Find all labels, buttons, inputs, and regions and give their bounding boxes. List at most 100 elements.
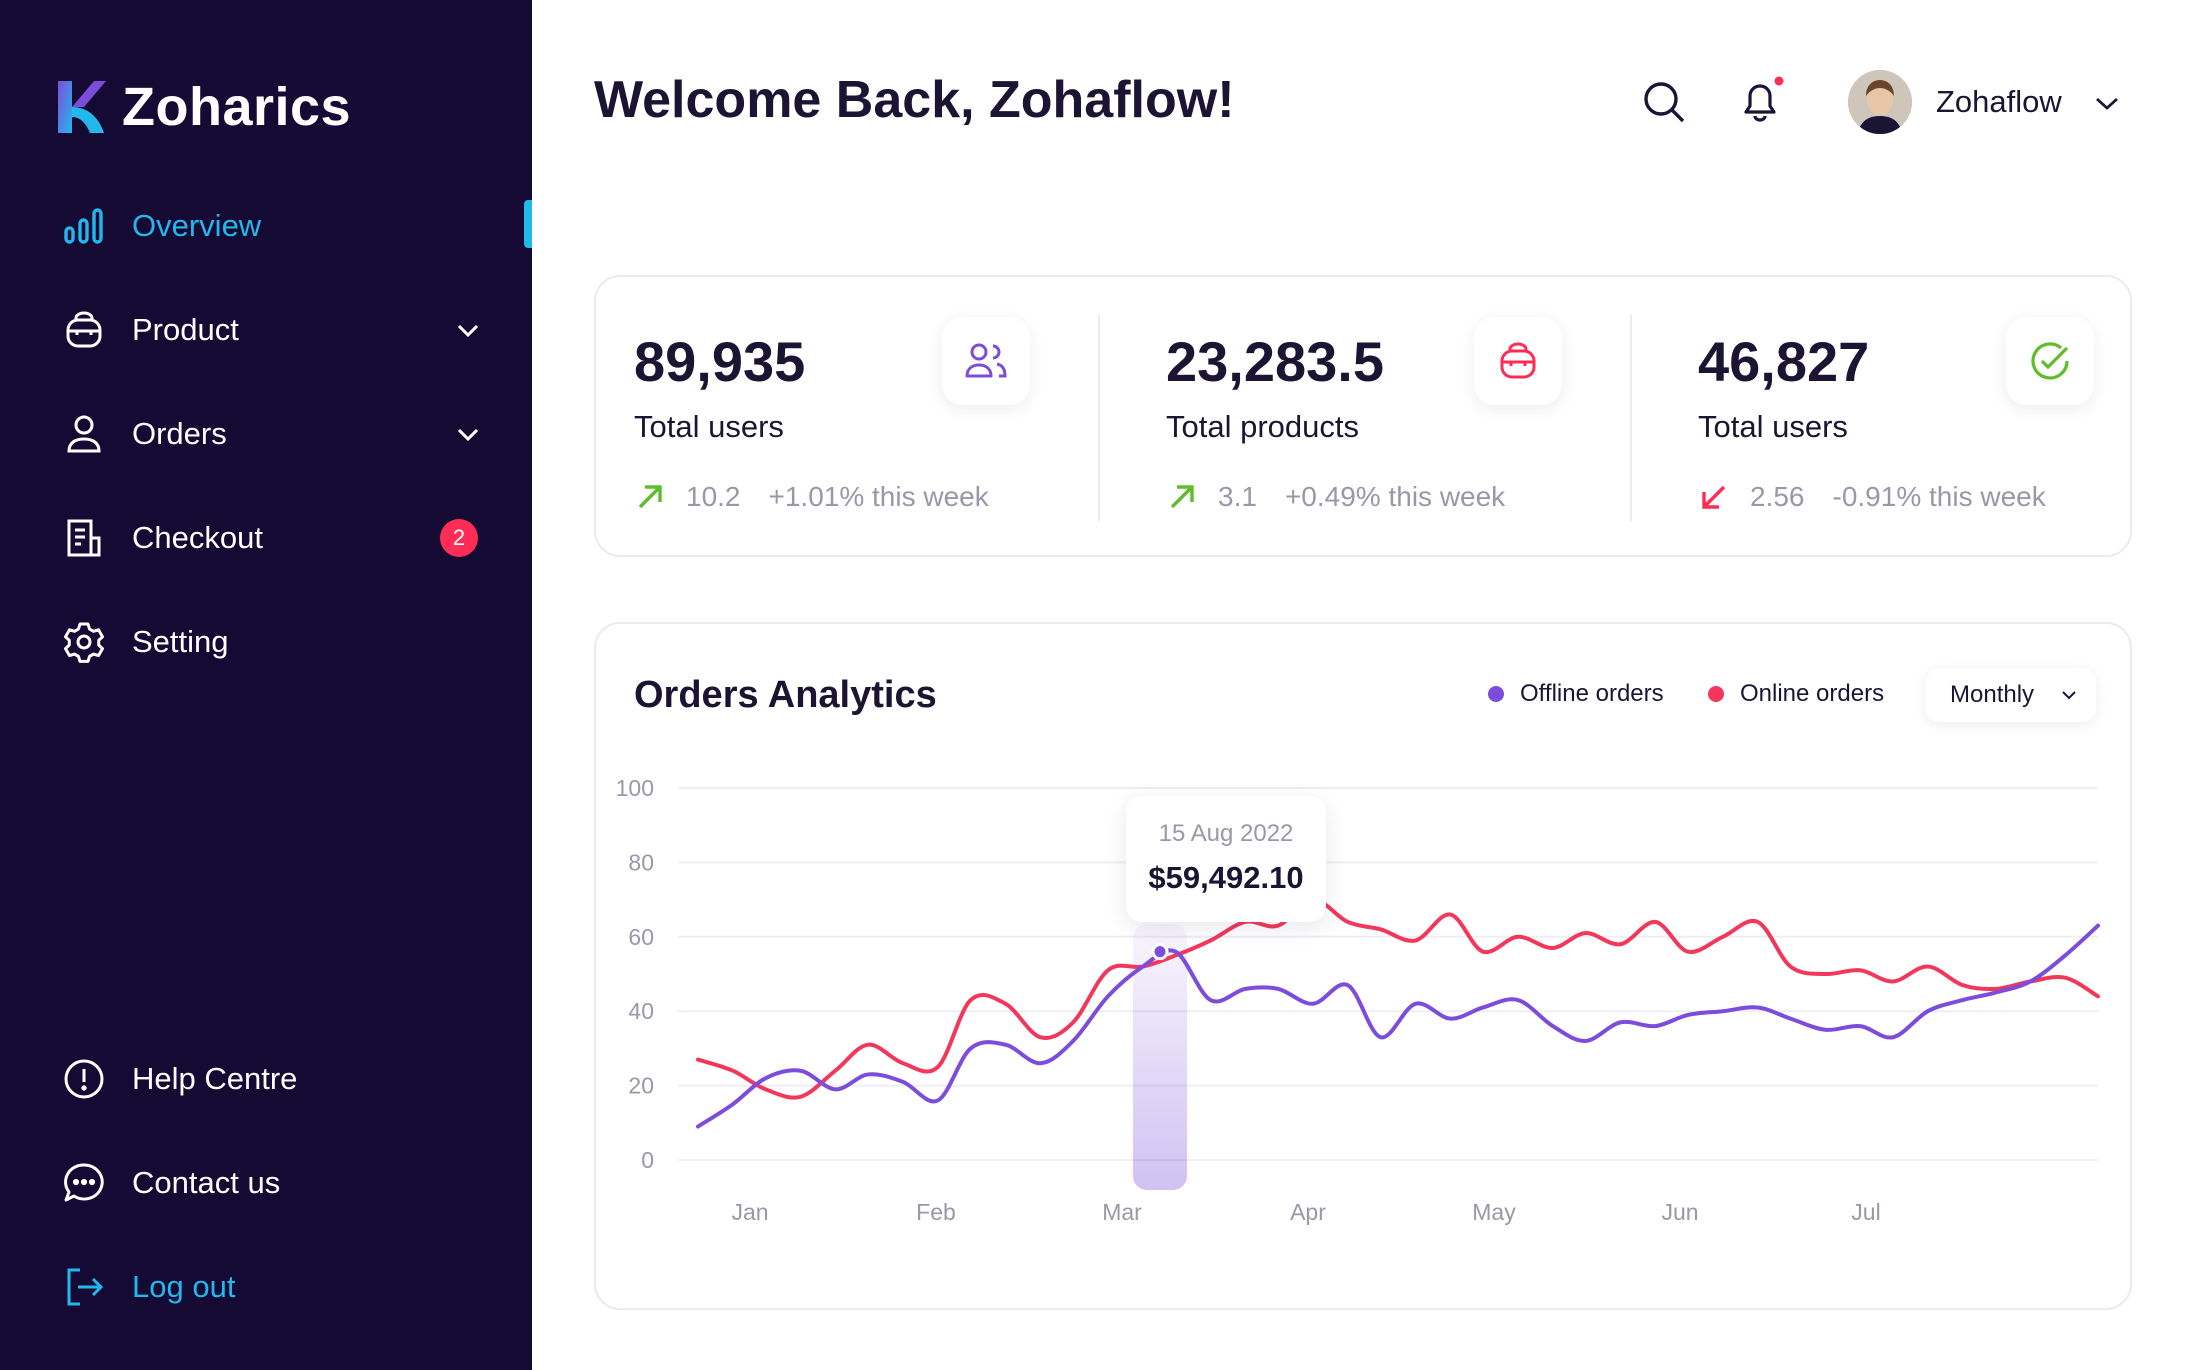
trend-value: 10.2 bbox=[686, 481, 741, 512]
legend-dot bbox=[1488, 686, 1504, 702]
stat-trend: 3.1 +0.49% this week bbox=[1166, 477, 1505, 517]
chart-title: Orders Analytics bbox=[634, 674, 937, 716]
orders-line-chart: 0 20 40 60 80 100 Jan Feb Mar Apr May Jun Jul bbox=[616, 775, 2100, 1225]
legend-offline-orders[interactable]: Offline orders bbox=[1488, 680, 1664, 708]
check-circle-icon bbox=[2031, 342, 2069, 380]
orders-analytics-card: Orders Analytics Offline orders Online o… bbox=[594, 622, 2132, 1310]
stat-trend: 10.2 +1.01% this week bbox=[634, 477, 989, 517]
stat-value: 46,827 bbox=[1698, 330, 1870, 393]
stat-value: 23,283.5 bbox=[1166, 330, 1384, 393]
y-tick-label: 0 bbox=[641, 1147, 654, 1173]
chart-tooltip: 15 Aug 2022 $59,492.10 bbox=[1126, 796, 1326, 922]
y-tick-label: 40 bbox=[628, 998, 654, 1024]
x-tick-label: Mar bbox=[1102, 1199, 1142, 1225]
trend-percent: +0.49% this week bbox=[1284, 481, 1506, 512]
x-tick-label: Feb bbox=[916, 1199, 956, 1225]
arrow-up-right-icon bbox=[638, 485, 662, 509]
stat-label: Total users bbox=[634, 409, 784, 444]
sidebar-item-checkout[interactable]: Checkout 2 bbox=[62, 508, 482, 568]
tooltip-value: $59,492.10 bbox=[1148, 860, 1304, 895]
sidebar-item-label: Setting bbox=[132, 624, 229, 659]
online-orders-line bbox=[696, 897, 2100, 1100]
offline-orders-line bbox=[696, 923, 2100, 1129]
x-tick-label: Apr bbox=[1290, 1199, 1326, 1225]
receipt-icon bbox=[62, 516, 106, 560]
sidebar-item-label: Checkout bbox=[132, 520, 263, 555]
avatar[interactable] bbox=[1848, 70, 1912, 134]
legend-label: Offline orders bbox=[1520, 680, 1664, 707]
bag-icon bbox=[1500, 342, 1536, 379]
sidebar-item-label: Log out bbox=[132, 1269, 236, 1304]
y-tick-label: 60 bbox=[628, 924, 654, 950]
users-icon bbox=[965, 343, 1007, 378]
sidebar-item-label: Contact us bbox=[132, 1165, 281, 1200]
x-tick-label: May bbox=[1472, 1199, 1516, 1225]
x-tick-label: Jun bbox=[1661, 1199, 1698, 1225]
search-icon[interactable] bbox=[1640, 78, 1688, 126]
stat-label: Total users bbox=[1698, 409, 1848, 444]
divider bbox=[1098, 315, 1100, 521]
stat-total-users: 89,935 Total users 10.2 +1.01% this week bbox=[596, 277, 1108, 559]
notification-dot bbox=[1774, 76, 1784, 86]
trend-percent: -0.91% this week bbox=[1832, 481, 2046, 512]
highlight-column bbox=[1133, 924, 1187, 1190]
stat-icon-box bbox=[2006, 317, 2094, 405]
arrow-down-left-icon bbox=[1702, 485, 1726, 509]
logout-icon bbox=[62, 1265, 106, 1309]
user-icon bbox=[62, 412, 106, 456]
bar-chart-icon bbox=[62, 204, 106, 248]
checkout-count-badge: 2 bbox=[440, 519, 478, 557]
tooltip-date: 15 Aug 2022 bbox=[1158, 820, 1294, 847]
info-circle-icon bbox=[62, 1057, 106, 1101]
y-tick-label: 80 bbox=[628, 849, 654, 875]
legend-label: Online orders bbox=[1740, 680, 1885, 707]
stats-card: 89,935 Total users 10.2 +1.01% this week… bbox=[594, 275, 2132, 557]
chevron-down-icon bbox=[2062, 691, 2076, 700]
x-tick-label: Jul bbox=[1851, 1199, 1880, 1225]
stat-total-users-2: 46,827 Total users 2.56 -0.91% this week bbox=[1660, 277, 2172, 559]
sidebar-item-label: Orders bbox=[132, 416, 227, 451]
sidebar: Zoharics Overview Product bbox=[0, 0, 532, 1370]
chat-bubble-icon bbox=[62, 1161, 106, 1205]
stat-trend: 2.56 -0.91% this week bbox=[1698, 477, 2046, 517]
sidebar-item-contact-us[interactable]: Contact us bbox=[62, 1153, 482, 1213]
trend-value: 2.56 bbox=[1750, 481, 1805, 512]
chevron-down-icon[interactable] bbox=[454, 420, 482, 448]
chevron-down-icon[interactable] bbox=[454, 316, 482, 344]
sidebar-item-help-centre[interactable]: Help Centre bbox=[62, 1049, 482, 1109]
sidebar-item-label: Overview bbox=[132, 208, 262, 243]
divider bbox=[1630, 315, 1632, 521]
stat-value: 89,935 bbox=[634, 330, 806, 393]
sidebar-item-label: Product bbox=[132, 312, 239, 347]
stat-icon-box bbox=[1474, 317, 1562, 405]
sidebar-item-product[interactable]: Product bbox=[62, 300, 482, 360]
app-name: Zoharics bbox=[122, 77, 352, 137]
period-label: Monthly bbox=[1950, 681, 2035, 708]
x-tick-label: Jan bbox=[731, 1199, 768, 1225]
highlight-point bbox=[1151, 943, 1169, 961]
bell-icon[interactable] bbox=[1736, 76, 1784, 124]
sidebar-item-label: Help Centre bbox=[132, 1061, 298, 1096]
active-indicator bbox=[524, 200, 532, 248]
sidebar-item-overview[interactable]: Overview bbox=[62, 196, 482, 256]
logo[interactable]: Zoharics bbox=[58, 76, 351, 138]
user-name[interactable]: Zohaflow bbox=[1936, 84, 2062, 119]
sidebar-item-orders[interactable]: Orders bbox=[62, 404, 482, 464]
sidebar-item-setting[interactable]: Setting bbox=[62, 612, 482, 672]
bag-icon bbox=[62, 308, 106, 352]
trend-percent: +1.01% this week bbox=[768, 481, 989, 512]
logo-icon bbox=[58, 81, 106, 133]
gear-icon bbox=[62, 620, 106, 664]
stat-icon-box bbox=[942, 317, 1030, 405]
stat-total-products: 23,283.5 Total products 3.1 +0.49% this … bbox=[1128, 277, 1640, 559]
legend-online-orders[interactable]: Online orders bbox=[1708, 680, 1884, 708]
y-tick-label: 100 bbox=[616, 775, 654, 801]
y-tick-label: 20 bbox=[628, 1073, 654, 1099]
sidebar-item-log-out[interactable]: Log out bbox=[62, 1257, 482, 1317]
legend-dot bbox=[1708, 686, 1724, 702]
page-title: Welcome Back, Zohaflow! bbox=[594, 71, 1235, 129]
arrow-up-right-icon bbox=[1170, 485, 1194, 509]
stat-label: Total products bbox=[1166, 409, 1359, 444]
period-select[interactable]: Monthly bbox=[1926, 668, 2096, 722]
chevron-down-icon[interactable] bbox=[2092, 88, 2122, 118]
